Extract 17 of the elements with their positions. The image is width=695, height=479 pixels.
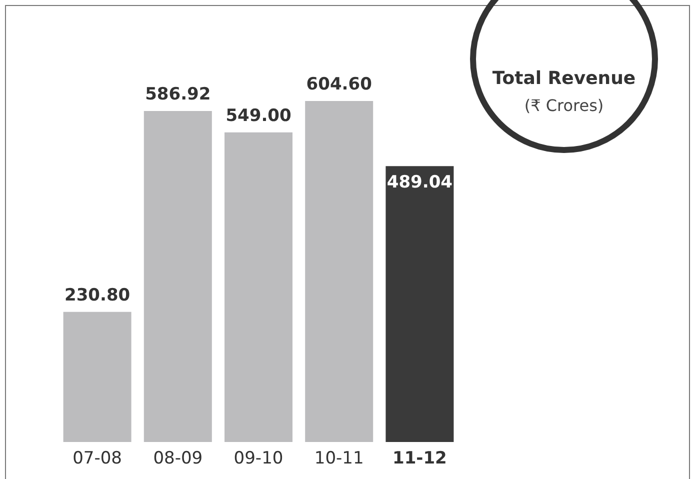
data-label: 586.92 <box>145 84 211 104</box>
bar <box>224 132 292 442</box>
x-tick-label: 08-09 <box>153 448 203 468</box>
x-tick-label: 07-08 <box>72 448 122 468</box>
data-label: 230.80 <box>64 285 130 306</box>
text: (₹ Crores) <box>523 96 605 115</box>
bar <box>386 166 454 442</box>
x-tick-label: 11-12 <box>392 448 447 468</box>
bar <box>144 110 212 442</box>
x-tick-label: 10-11 <box>314 448 364 468</box>
bar <box>63 312 132 442</box>
text: Total Revenue <box>491 68 637 89</box>
data-label: 549.00 <box>226 106 292 126</box>
data-label: 604.60 <box>306 74 372 94</box>
data-label: 489.04 <box>386 172 453 193</box>
x-tick-label: 09-10 <box>234 448 284 468</box>
bar <box>305 101 374 442</box>
